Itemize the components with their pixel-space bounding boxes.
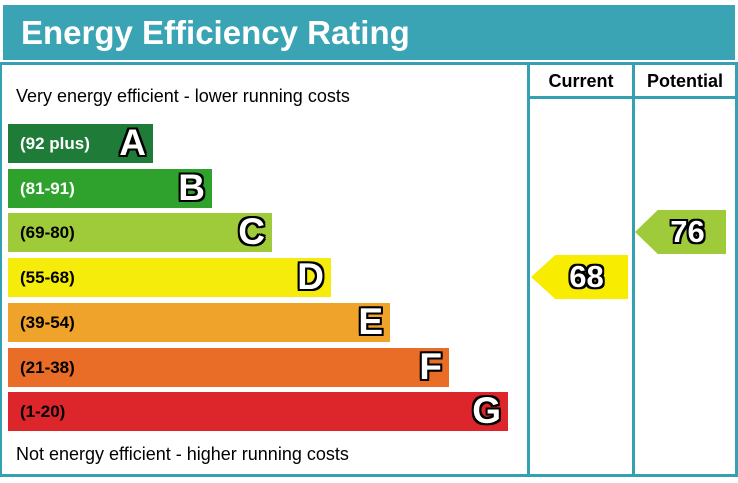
current-column-divider bbox=[527, 62, 530, 477]
band-e: (39-54) E bbox=[8, 303, 390, 342]
top-note: Very energy efficient - lower running co… bbox=[16, 86, 350, 106]
chart-title-bar: Energy Efficiency Rating bbox=[3, 5, 735, 60]
potential-column-header: Potential bbox=[646, 71, 723, 91]
band-a: (92 plus) A bbox=[8, 124, 153, 163]
band-c-range-label: (69-80) bbox=[20, 223, 75, 242]
band-f-letter: F bbox=[419, 346, 442, 387]
current-rating-value: 68 bbox=[569, 259, 604, 294]
band-c: (69-80) C bbox=[8, 213, 272, 252]
panel-border-left bbox=[0, 62, 2, 477]
panel-border-bottom bbox=[0, 474, 738, 477]
potential-rating-value: 76 bbox=[670, 214, 705, 249]
band-g: (1-20) G bbox=[8, 392, 508, 431]
band-b-range-label: (81-91) bbox=[20, 179, 75, 198]
potential-rating-marker: 76 bbox=[635, 210, 726, 254]
bottom-note: Not energy efficient - higher running co… bbox=[16, 444, 349, 464]
band-d: (55-68) D bbox=[8, 258, 331, 297]
band-e-letter: E bbox=[358, 301, 383, 342]
band-g-range-label: (1-20) bbox=[20, 402, 66, 421]
band-d-range-label: (55-68) bbox=[20, 268, 75, 287]
band-f: (21-38) F bbox=[8, 348, 449, 387]
band-c-letter: C bbox=[238, 211, 265, 252]
page-title: Energy Efficiency Rating bbox=[21, 14, 410, 51]
band-e-range-label: (39-54) bbox=[20, 313, 75, 332]
band-b: (81-91) B bbox=[8, 169, 212, 208]
band-a-letter: A bbox=[119, 122, 146, 163]
band-f-range-label: (21-38) bbox=[20, 358, 75, 377]
current-column-header: Current bbox=[548, 71, 614, 91]
band-d-letter: D bbox=[297, 256, 324, 297]
panel-border-right bbox=[735, 62, 738, 477]
column-header-divider bbox=[527, 96, 738, 99]
potential-column-divider bbox=[632, 62, 635, 477]
band-a-range-label: (92 plus) bbox=[20, 134, 90, 153]
current-rating-marker: 68 bbox=[531, 255, 628, 299]
band-b-letter: B bbox=[178, 167, 205, 208]
panel-border-top bbox=[0, 62, 738, 65]
band-g-letter: G bbox=[472, 390, 501, 431]
